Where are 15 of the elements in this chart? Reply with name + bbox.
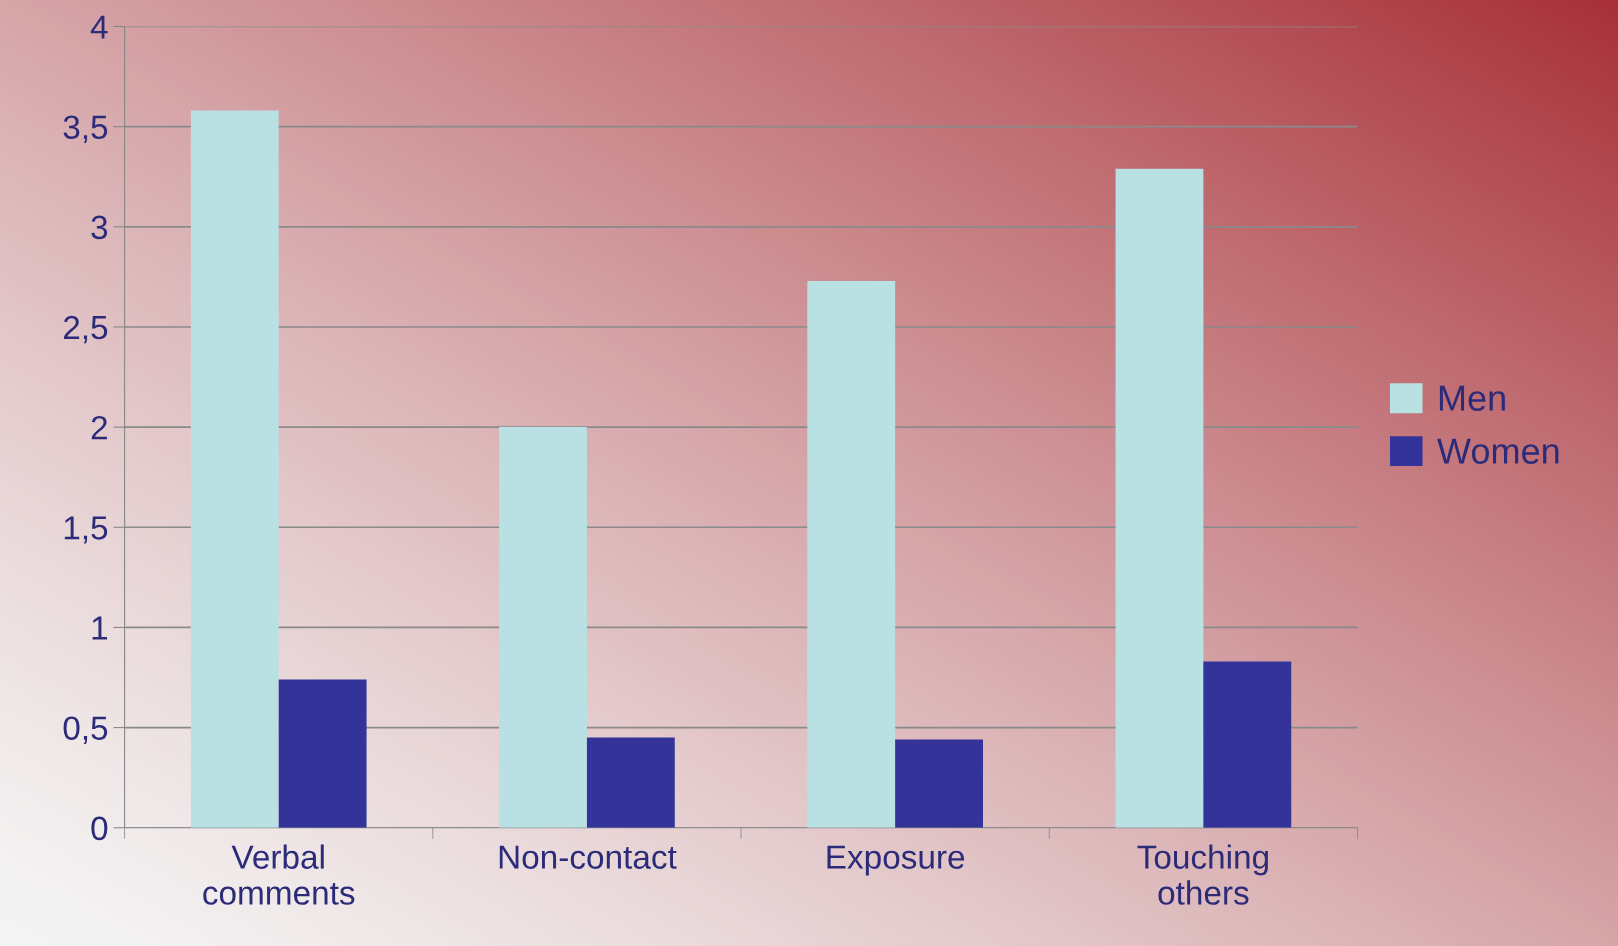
x-tick-label: Exposure [827, 845, 965, 876]
y-tick-label: 1,5 [64, 516, 108, 544]
y-tick-label: 0,5 [63, 716, 108, 744]
x-tick-label: Touching others [1137, 844, 1268, 905]
x-tick-label: Non-contact [499, 845, 677, 869]
legend-label: Women [1437, 438, 1559, 464]
y-tick-label: 1 [92, 616, 107, 640]
y-tick-label: 4 [90, 15, 108, 39]
y-tick-label: 2 [91, 415, 107, 440]
x-tick-label: Verbal comments [203, 844, 355, 905]
y-tick-label: 3 [91, 215, 108, 240]
legend-label: Men [1439, 385, 1505, 411]
y-tick-label: 2,5 [63, 315, 108, 344]
y-tick-label: 3,5 [63, 115, 108, 143]
y-tick-label: 0 [91, 816, 108, 841]
